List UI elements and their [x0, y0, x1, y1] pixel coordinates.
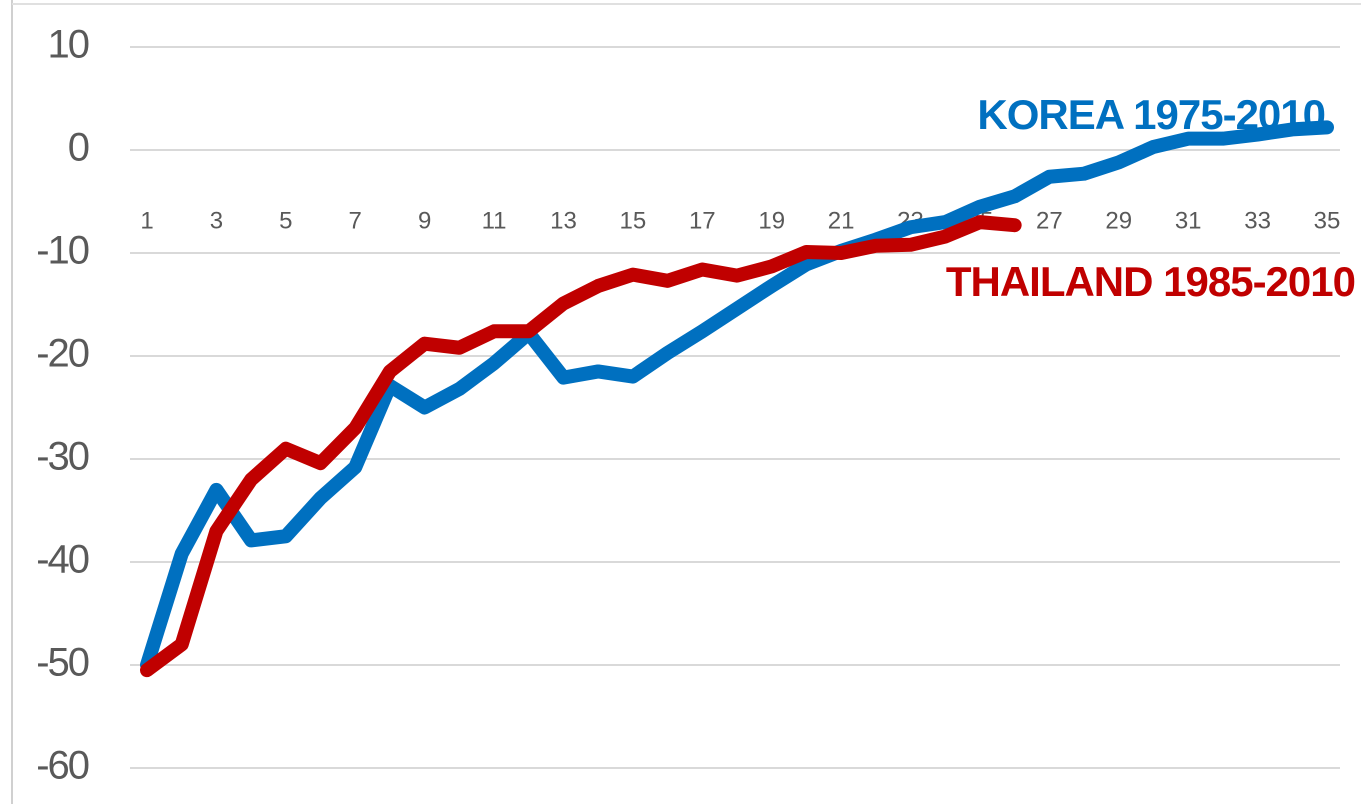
y-tick-label: -20 [36, 332, 89, 376]
series-line [140, 215, 1022, 678]
x-tick-label: 1 [140, 207, 153, 234]
x-tick-label: 13 [550, 207, 577, 234]
x-tick-label: 11 [482, 207, 507, 234]
x-tick-label: 3 [210, 207, 223, 234]
y-tick-label: -60 [36, 744, 89, 788]
series-label: THAILAND 1985-2010 [946, 258, 1355, 305]
x-tick-label: 19 [758, 207, 785, 234]
x-tick-label: 33 [1244, 207, 1271, 234]
x-tick-label: 31 [1175, 207, 1202, 234]
x-tick-label: 17 [689, 207, 716, 234]
series-label: KOREA 1975-2010 [977, 91, 1325, 138]
y-tick-label: -40 [36, 538, 89, 582]
x-tick-label: 5 [279, 207, 292, 234]
series-line [140, 120, 1334, 672]
y-tick-label: -50 [36, 641, 89, 685]
x-tick-label: 21 [828, 207, 855, 234]
y-tick-label: -10 [36, 229, 89, 273]
x-tick-label: 15 [620, 207, 647, 234]
x-tick-label: 35 [1314, 207, 1341, 234]
y-tick-label: -30 [36, 435, 89, 479]
y-tick-label: 0 [68, 126, 89, 170]
x-tick-label: 7 [349, 207, 362, 234]
x-tick-label: 29 [1105, 207, 1132, 234]
y-tick-label: 10 [48, 23, 89, 67]
x-tick-label: 27 [1036, 207, 1063, 234]
x-tick-label: 9 [418, 207, 431, 234]
